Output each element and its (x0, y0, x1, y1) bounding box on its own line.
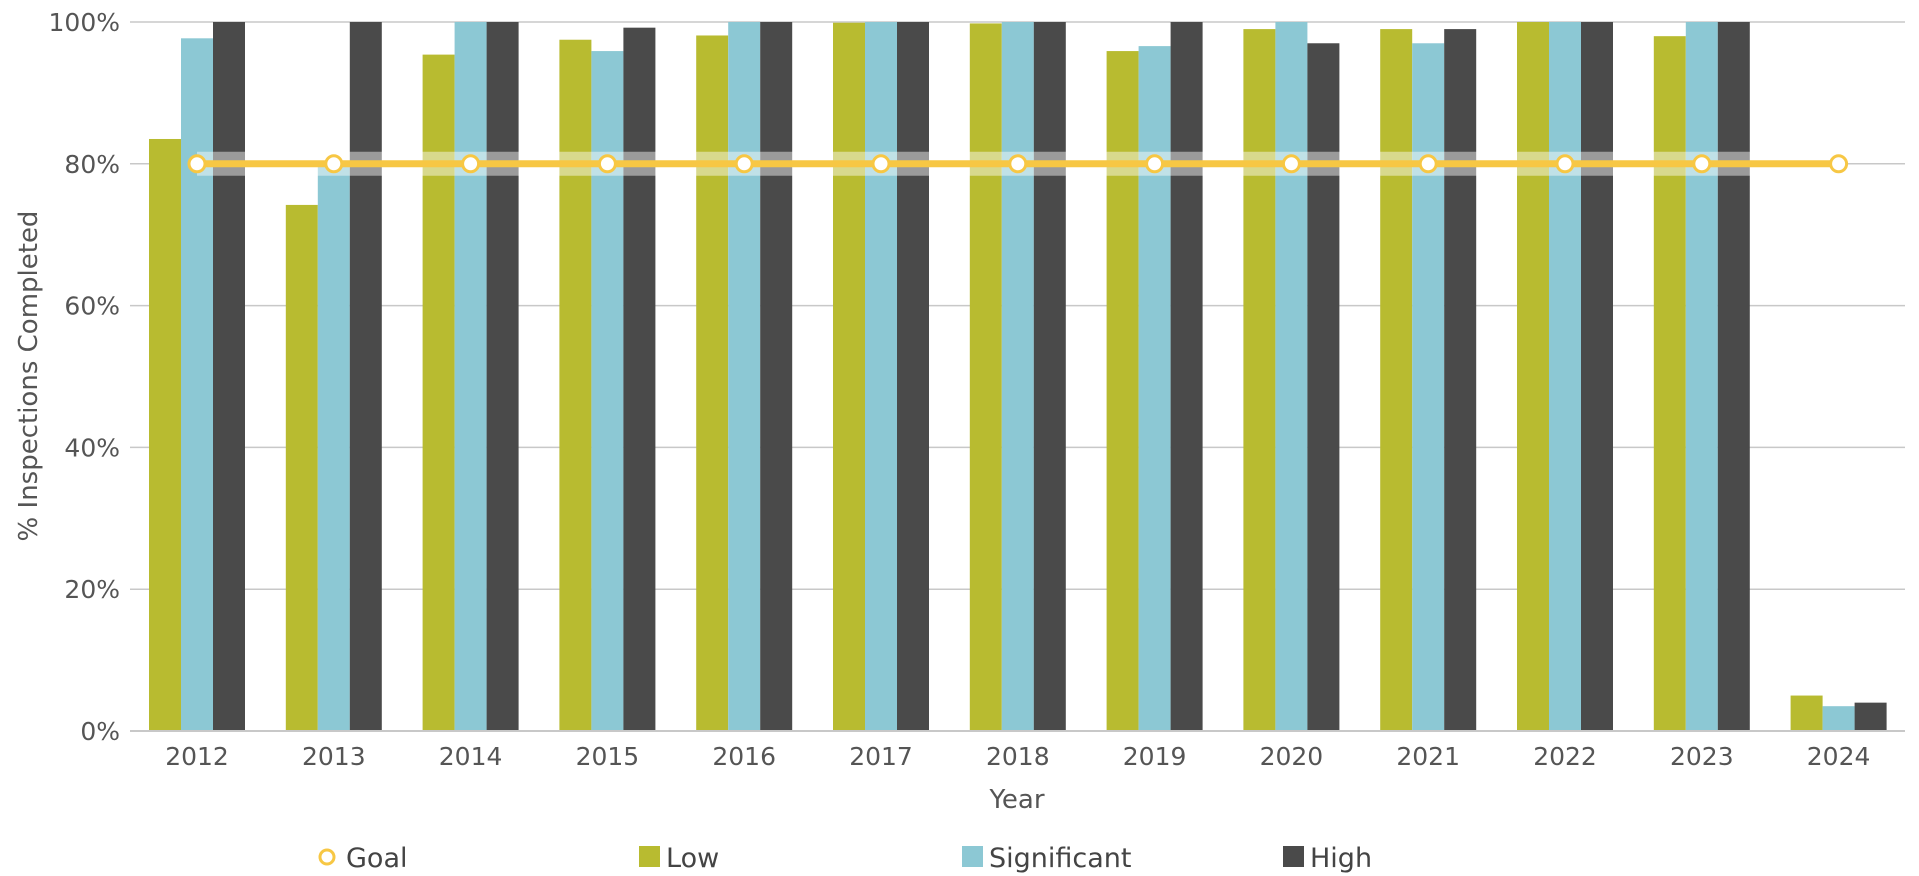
legend-item-low: Low (639, 843, 719, 874)
x-tick-label: 2017 (849, 742, 913, 771)
goal-point-2014 (461, 154, 481, 174)
y-tick-label: 20% (64, 575, 120, 604)
bar-high-2012 (213, 22, 245, 731)
bar-high-2023 (1717, 22, 1750, 731)
x-tick-label: 2013 (302, 742, 366, 771)
bar-high-2017 (897, 22, 929, 731)
legend-item-goal: Goal (318, 843, 408, 874)
legend-swatch (962, 846, 983, 867)
legend-label: Significant (989, 843, 1132, 874)
bar-low-2020 (1243, 29, 1276, 731)
bar-high-2022 (1581, 22, 1613, 731)
goal-point-2019 (1145, 154, 1165, 174)
bar-significant-2020 (1275, 22, 1308, 731)
x-tick-label: 2020 (1260, 742, 1324, 771)
x-tick-label: 2012 (165, 742, 229, 771)
legend-swatch (1283, 846, 1304, 867)
bar-significant-2012 (181, 38, 213, 731)
y-axis-title: % Inspections Completed (14, 211, 44, 542)
bar-low-2012 (149, 138, 181, 732)
legend-item-significant: Significant (962, 843, 1132, 874)
x-tick-label: 2015 (576, 742, 640, 771)
bar-high-2019 (1170, 22, 1203, 731)
legend-item-high: High (1283, 843, 1372, 874)
goal-point-2016 (734, 154, 754, 174)
x-tick-label: 2024 (1807, 742, 1871, 771)
goal-point-2024 (1829, 154, 1849, 174)
bar-low-2015 (559, 39, 592, 732)
goal-point-2012 (187, 154, 207, 174)
goal-point-2023 (1692, 154, 1712, 174)
bar-high-2021 (1444, 29, 1477, 731)
bar-low-2014 (422, 54, 455, 731)
axes: 0% 20% 40% 60% 80% 100% 2012 2013 2014 2015 2016 20… (49, 8, 1905, 771)
bar-high-2015 (623, 27, 656, 732)
bar-high-2014 (486, 22, 519, 731)
y-tick-label: 0% (80, 717, 120, 746)
bar-low-2021 (1380, 29, 1413, 731)
bar-significant-2019 (1138, 46, 1171, 731)
legend-swatch (639, 846, 660, 867)
x-tick-label: 2021 (1396, 742, 1460, 771)
bar-significant-2024 (1822, 706, 1855, 731)
goal-point-2015 (597, 154, 617, 174)
bar-low-2022 (1517, 22, 1549, 731)
goal-point-2017 (871, 154, 891, 174)
bar-low-2016 (696, 35, 729, 731)
legend-label: Low (666, 843, 719, 874)
goal-point-2020 (1281, 154, 1301, 174)
y-tick-label: 60% (64, 292, 120, 321)
bars (149, 22, 1887, 732)
bar-significant-2014 (454, 22, 487, 731)
goal-point-2021 (1418, 154, 1438, 174)
bar-low-2013 (285, 204, 318, 731)
goal-point-2018 (1008, 154, 1028, 174)
goal-point-2013 (324, 154, 344, 174)
legend: Goal Low Significant High (318, 843, 1372, 874)
bar-low-2024 (1790, 695, 1823, 731)
bar-high-2020 (1307, 43, 1340, 731)
bar-low-2018 (969, 23, 1002, 732)
x-tick-label: 2022 (1533, 742, 1597, 771)
bar-low-2023 (1653, 36, 1686, 732)
goal-point-2022 (1555, 154, 1575, 174)
bar-significant-2021 (1412, 43, 1445, 731)
bar-high-2016 (760, 22, 793, 731)
bar-significant-2022 (1549, 22, 1581, 731)
bar-significant-2013 (317, 163, 350, 732)
bar-low-2017 (833, 22, 865, 732)
x-tick-label: 2023 (1670, 742, 1734, 771)
bar-significant-2023 (1685, 22, 1718, 731)
x-tick-label: 2018 (986, 742, 1050, 771)
y-tick-label: 80% (64, 150, 120, 179)
legend-label: Goal (346, 843, 408, 874)
x-tick-label: 2019 (1123, 742, 1187, 771)
goal-line (187, 151, 1849, 176)
x-tick-label: 2014 (439, 742, 503, 771)
x-axis-title: Year (988, 785, 1044, 815)
bar-high-2013 (349, 22, 382, 731)
bar-significant-2018 (1001, 22, 1034, 731)
bar-high-2024 (1854, 702, 1887, 731)
bar-significant-2016 (728, 22, 761, 731)
y-tick-label: 40% (64, 433, 120, 462)
legend-label: High (1310, 843, 1372, 874)
legend-swatch (318, 848, 336, 866)
x-tick-label: 2016 (712, 742, 776, 771)
bar-significant-2017 (865, 22, 897, 731)
y-tick-label: 100% (49, 8, 120, 37)
bar-high-2018 (1033, 22, 1066, 731)
